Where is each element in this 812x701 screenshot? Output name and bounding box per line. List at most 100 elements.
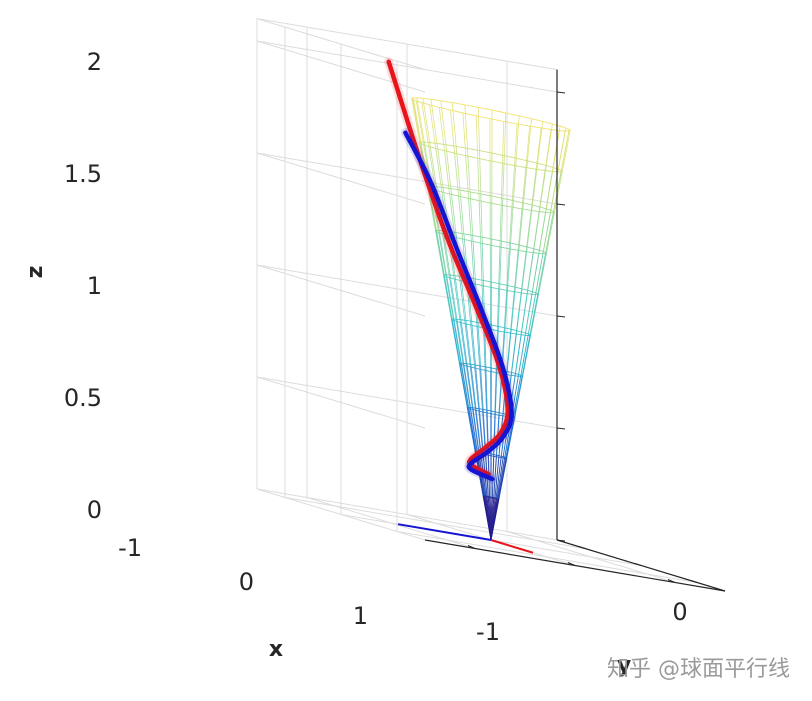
cone-mesh-line <box>453 318 462 364</box>
cone-mesh-line <box>467 148 471 192</box>
cone-mesh-line <box>483 327 486 371</box>
cone-mesh-line <box>498 246 501 289</box>
x-tick-mark <box>578 546 586 549</box>
y-tick-mark <box>567 562 576 566</box>
cone-mesh-line <box>537 253 546 295</box>
cone-mesh-line <box>459 363 469 408</box>
cone-mesh-line <box>470 364 477 409</box>
cone-mesh-line <box>526 252 534 294</box>
cone-mesh-line <box>438 107 445 151</box>
cone-mesh-line <box>515 115 520 159</box>
cone-ring <box>411 97 571 132</box>
cone-mesh-line <box>443 274 453 319</box>
z-tick-label: 2 <box>87 48 102 76</box>
cone-mesh-line <box>440 100 447 145</box>
cone-mesh-line <box>456 321 464 366</box>
x-tick-label: 0 <box>239 568 254 596</box>
cone-mesh-line <box>445 276 454 321</box>
cone-mesh-line <box>503 290 508 332</box>
cone-mesh-line <box>531 253 540 295</box>
curves <box>384 57 517 484</box>
cone-mesh-line <box>502 155 505 199</box>
z-tick-mark <box>556 539 566 542</box>
cone-mesh-line <box>445 144 452 189</box>
z-tick-mark <box>556 203 566 206</box>
cone-mesh-line <box>538 253 547 295</box>
cone-mesh-line <box>508 207 513 249</box>
cone-mesh-line <box>503 112 507 156</box>
cone-mesh-line <box>521 335 531 377</box>
cone-mesh-line <box>429 104 437 149</box>
cone-mesh-line <box>480 243 483 286</box>
grid-line <box>396 531 698 583</box>
cone-mesh-line <box>495 369 498 412</box>
grid-line <box>284 497 586 549</box>
cone-mesh-line <box>466 365 473 410</box>
cone-mesh-line <box>455 146 461 191</box>
cone-mesh-line <box>435 148 443 192</box>
cone-mesh-line <box>498 458 507 500</box>
cone-mesh-line <box>527 294 536 336</box>
cone-mesh-line <box>517 208 523 251</box>
cone-mesh-line <box>460 276 467 321</box>
cone-mesh-line <box>530 169 537 211</box>
cone-mesh-line <box>454 275 462 320</box>
cone-mesh-line <box>525 210 532 252</box>
z-tick-mark <box>556 315 566 318</box>
cone-mesh-line <box>411 98 421 143</box>
cone-mesh-line <box>479 150 482 194</box>
cone-mesh-line <box>472 407 480 452</box>
cone-mesh-line <box>421 102 430 147</box>
cone-mesh-line <box>506 333 511 375</box>
cone-mesh-line <box>518 202 524 246</box>
cone-mesh-line <box>545 212 554 254</box>
cone-ring <box>482 495 500 500</box>
cone-mesh-line <box>459 280 466 324</box>
cone-mesh-line <box>509 291 515 334</box>
cone-surface <box>411 97 571 541</box>
z-tick-label: 0 <box>87 496 102 524</box>
cone-mesh-line <box>456 319 465 364</box>
triad-y-axis <box>397 523 492 541</box>
cone-mesh-line <box>471 321 476 366</box>
cone-mesh-line <box>507 243 512 286</box>
cone-mesh-line <box>467 407 476 452</box>
cone-mesh-line <box>535 127 542 170</box>
cone-mesh-line <box>545 171 553 213</box>
cone-mesh-line <box>446 274 455 319</box>
cone-mesh-line <box>450 319 460 364</box>
cone-mesh-line <box>513 250 519 292</box>
cone-mesh-line <box>514 334 522 376</box>
cone-mesh-line <box>475 408 482 453</box>
cone-mesh-line <box>545 123 553 166</box>
z-tick-mark <box>556 91 566 94</box>
cone-mesh-line <box>527 118 532 161</box>
grid-line <box>256 18 426 71</box>
cone-mesh-line <box>468 198 472 242</box>
y-tick-label: 0 <box>672 598 687 626</box>
cone-mesh-line <box>535 253 544 295</box>
series-blue-line <box>403 130 514 482</box>
cone-mesh-line <box>529 294 539 336</box>
y-tick-mark <box>467 545 476 549</box>
cone-mesh-line <box>472 235 476 279</box>
cone-mesh-line <box>463 363 471 408</box>
cone-mesh-line <box>430 99 438 144</box>
cone-mesh-line <box>412 97 422 143</box>
cone-mesh-line <box>436 230 445 275</box>
cone-mesh-line <box>451 102 457 147</box>
cone-mesh-line <box>560 130 570 172</box>
x-tick-mark <box>634 563 642 566</box>
cone-mesh-line <box>450 110 455 154</box>
cone-mesh-line <box>475 365 480 409</box>
cone-mesh-line <box>538 170 546 212</box>
cone-mesh-line <box>422 98 431 143</box>
cone-mesh-line <box>481 237 484 281</box>
cone-mesh-line <box>539 165 547 208</box>
cone-mesh-line <box>516 288 523 331</box>
cone-mesh-line <box>443 274 452 320</box>
cone-mesh-line <box>522 335 532 377</box>
cone-mesh-line <box>450 188 457 233</box>
